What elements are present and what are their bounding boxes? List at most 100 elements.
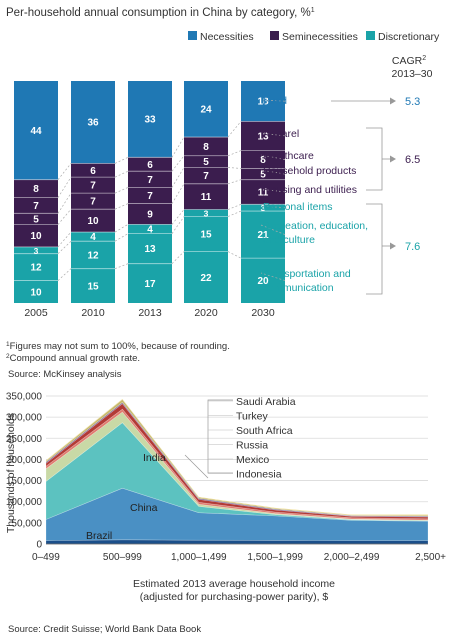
category-leader-line xyxy=(260,169,286,175)
bar-segment-label: 9 xyxy=(147,209,153,220)
bar-segment xyxy=(184,167,228,184)
seminecessities-bracket xyxy=(366,127,383,191)
bar-segment xyxy=(71,177,115,194)
bar-segment-label: 4 xyxy=(90,232,96,243)
connector-line xyxy=(57,240,72,254)
bar-segment xyxy=(14,81,58,180)
bar-x-label: 2020 xyxy=(194,307,218,319)
bar-segment xyxy=(71,232,115,242)
discretionary-arrow-head xyxy=(390,242,396,250)
cagr-value-seminecessities: 6.5 xyxy=(405,154,420,166)
area-inline-label: India xyxy=(143,452,166,464)
bar-segment xyxy=(71,193,115,210)
connector-line xyxy=(227,210,242,217)
bar-segment xyxy=(14,224,58,247)
area-y-axis-label: Thousands of households xyxy=(5,413,17,533)
bar-segment xyxy=(241,258,285,303)
bar-segment xyxy=(71,163,115,178)
bar-segment xyxy=(14,280,58,303)
area-inline-label: Brazil xyxy=(86,530,112,542)
area-legend-label: South Africa xyxy=(236,425,293,437)
bar-segment-label: 3 xyxy=(261,203,266,213)
bar-connectors xyxy=(57,121,242,281)
connector-line xyxy=(171,251,185,264)
area-legend-label: Indonesia xyxy=(236,469,282,481)
category-leader-line xyxy=(260,272,286,281)
bar-segment xyxy=(128,263,172,303)
bar-segment xyxy=(14,179,58,198)
category-leader-line xyxy=(260,132,286,137)
area-x-axis-label-line1: Estimated 2013 average household income xyxy=(133,578,335,590)
connector-line xyxy=(114,170,129,178)
category-label: Personal items xyxy=(263,201,332,213)
bar-segment-label: 22 xyxy=(200,273,212,284)
area-layer xyxy=(45,408,429,521)
bar-segment xyxy=(14,213,58,225)
y-tick-label: 200,000 xyxy=(6,455,43,466)
connector-line xyxy=(227,204,242,210)
area-legend-label: Saudi Arabia xyxy=(236,396,296,408)
bar-segment xyxy=(241,204,285,212)
bar-segment-label: 5 xyxy=(203,157,209,168)
bar-segment xyxy=(128,171,172,188)
bar-segment-label: 4 xyxy=(147,225,153,236)
bar-segment xyxy=(184,137,228,156)
y-tick-label: 50,000 xyxy=(11,518,42,529)
connector-line xyxy=(114,263,129,269)
area-layer xyxy=(45,422,429,522)
connector-line xyxy=(171,216,185,234)
connector-line xyxy=(114,203,129,210)
source-top: Source: McKinsey analysis xyxy=(8,369,122,380)
legend-label-seminecessities: Seminecessities xyxy=(282,31,358,43)
bar-segment-label: 10 xyxy=(30,231,42,242)
y-tick-label: 300,000 xyxy=(6,413,43,424)
category-label: Recreation, education, and culture xyxy=(263,220,368,246)
bar-segment xyxy=(128,187,172,204)
category-labels: Transportation and communication Recreatio… xyxy=(260,95,368,294)
bar-segment-label: 12 xyxy=(30,263,42,274)
bar-segment-label: 3 xyxy=(204,209,209,219)
bar-segment-label: 24 xyxy=(200,105,212,116)
bar-segment xyxy=(184,183,228,210)
bar-segment-label: 11 xyxy=(258,188,269,199)
area-y-tick-labels: 0 50,000 100,000 150,000 200,000 250,000 300,0… xyxy=(6,392,43,551)
bar-segment xyxy=(128,233,172,264)
bar-segment-label: 15 xyxy=(87,281,99,292)
category-leader-line xyxy=(260,154,286,160)
bar-segment-label: 8 xyxy=(203,142,209,153)
area-layer xyxy=(45,487,429,541)
x-tick-label: 0–499 xyxy=(32,552,60,563)
cagr-brackets: 5.3 6.5 7.6 xyxy=(331,96,420,295)
bar-segment xyxy=(184,155,228,168)
bar-segment xyxy=(14,253,58,281)
bar-segment-label: 7 xyxy=(203,171,209,182)
area-layer xyxy=(45,403,429,520)
bar-segment xyxy=(184,251,228,303)
cagr-period: 2013–30 xyxy=(392,68,433,80)
x-tick-label: 1,500–1,999 xyxy=(247,552,303,563)
bar-segment-label: 8 xyxy=(33,184,39,195)
chart-title: Per-household annual consumption in Chin… xyxy=(6,7,315,19)
bar-segment-label: 11 xyxy=(201,192,212,203)
category-leader-line xyxy=(260,205,286,209)
connector-line xyxy=(171,167,185,188)
connector-line xyxy=(227,167,242,169)
x-tick-label: 500–999 xyxy=(103,552,142,563)
bar-segment xyxy=(128,203,172,225)
category-label: Transportation and communication xyxy=(263,268,351,294)
area-layer xyxy=(45,398,429,516)
bar-segment-label: 33 xyxy=(144,115,156,126)
bar-segment-label: 44 xyxy=(30,126,42,137)
connector-line xyxy=(57,176,72,198)
connector-line xyxy=(227,150,242,157)
bar-segment-label: 7 xyxy=(147,191,153,202)
bar-x-label: 2005 xyxy=(24,307,48,319)
discretionary-bracket xyxy=(366,203,383,295)
area-x-tick-labels: 0–499 500–999 1,000–1,499 1,500–1,999 2,000–… xyxy=(32,552,446,563)
bar-segment-label: 21 xyxy=(257,230,269,241)
bar-segment-label: 10 xyxy=(87,216,99,227)
connector-line xyxy=(114,224,129,233)
connector-line xyxy=(114,187,129,194)
bar-segment xyxy=(128,157,172,172)
food-arrow-head xyxy=(390,97,396,105)
